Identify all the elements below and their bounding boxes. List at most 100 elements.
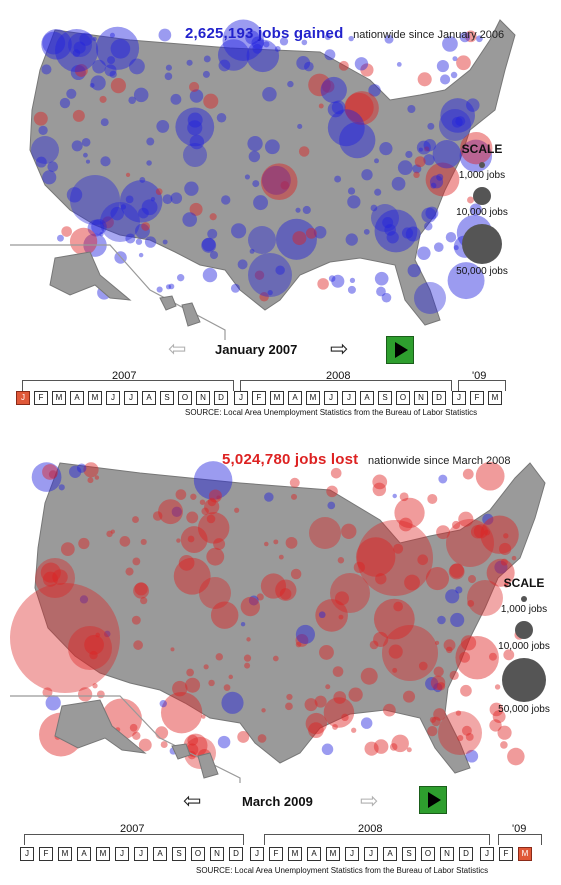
job-change-bubble <box>245 30 260 45</box>
month-button[interactable]: F <box>34 391 48 405</box>
month-button[interactable]: M <box>96 847 110 861</box>
month-button[interactable]: J <box>134 847 148 861</box>
month-button[interactable]: M <box>270 391 284 405</box>
month-button[interactable]: M <box>488 391 502 405</box>
month-button[interactable]: J <box>345 847 359 861</box>
period-label: January 2007 <box>215 342 298 357</box>
job-change-bubble <box>296 56 311 70</box>
month-button[interactable]: D <box>214 391 228 405</box>
job-change-bubble <box>348 687 363 702</box>
month-button[interactable]: A <box>383 847 397 861</box>
month-button[interactable]: N <box>440 847 454 861</box>
job-change-bubble <box>360 667 378 685</box>
month-button[interactable]: J <box>16 391 30 405</box>
next-arrow-icon[interactable]: ⇨ <box>330 336 349 361</box>
next-arrow-icon[interactable]: ⇨ <box>360 788 379 813</box>
job-change-bubble <box>401 227 414 239</box>
prev-arrow-icon[interactable]: ⇦ <box>168 336 187 361</box>
job-change-bubble <box>176 538 181 543</box>
month-button[interactable]: A <box>142 391 156 405</box>
job-change-bubble <box>187 120 203 136</box>
month-button[interactable]: J <box>364 847 378 861</box>
month-button[interactable]: M <box>326 847 340 861</box>
month-button[interactable]: N <box>414 391 428 405</box>
job-change-bubble <box>77 687 93 702</box>
job-change-bubble <box>373 739 389 754</box>
year-label-2009: '09 <box>472 370 487 382</box>
job-change-bubble <box>180 526 208 553</box>
month-button[interactable]: A <box>288 391 302 405</box>
job-change-bubble <box>155 188 163 195</box>
month-button[interactable]: J <box>480 847 494 861</box>
month-button[interactable]: A <box>360 391 374 405</box>
month-button[interactable]: M <box>288 847 302 861</box>
month-button[interactable]: J <box>250 847 264 861</box>
job-change-bubble <box>184 181 199 196</box>
month-button[interactable]: J <box>20 847 34 861</box>
job-change-bubble <box>131 615 141 625</box>
month-button[interactable]: N <box>210 847 224 861</box>
job-change-bubble <box>375 573 387 585</box>
month-button[interactable]: J <box>234 391 248 405</box>
month-button[interactable]: N <box>196 391 210 405</box>
job-change-bubble <box>199 577 231 609</box>
job-change-bubble <box>170 192 183 204</box>
month-button[interactable]: O <box>178 391 192 405</box>
job-change-bubble <box>292 231 307 246</box>
prev-arrow-icon[interactable]: ⇦ <box>183 788 202 813</box>
month-button[interactable]: F <box>499 847 513 861</box>
job-change-bubble <box>418 661 428 671</box>
job-change-bubble <box>295 207 301 213</box>
month-button[interactable]: A <box>77 847 91 861</box>
month-button[interactable]: J <box>106 391 120 405</box>
month-button[interactable]: O <box>191 847 205 861</box>
job-change-bubble <box>31 136 59 164</box>
month-button[interactable]: M <box>52 391 66 405</box>
play-icon[interactable] <box>386 336 414 364</box>
month-button[interactable]: M <box>88 391 102 405</box>
month-button[interactable]: F <box>252 391 266 405</box>
month-button[interactable]: M <box>518 847 532 861</box>
month-button[interactable]: J <box>342 391 356 405</box>
month-button[interactable]: S <box>378 391 392 405</box>
job-change-bubble <box>199 499 206 505</box>
job-change-bubble <box>374 158 379 164</box>
month-button[interactable]: A <box>153 847 167 861</box>
month-button[interactable]: A <box>307 847 321 861</box>
month-button[interactable]: D <box>432 391 446 405</box>
month-button[interactable]: S <box>172 847 186 861</box>
month-button[interactable]: A <box>70 391 84 405</box>
month-button[interactable]: J <box>124 391 138 405</box>
jobs-total: 2,625,193 jobs gained <box>185 25 344 42</box>
month-button[interactable]: J <box>452 391 466 405</box>
month-button[interactable]: F <box>269 847 283 861</box>
job-change-bubble <box>361 169 373 181</box>
job-change-bubble <box>140 597 148 605</box>
month-button[interactable]: S <box>402 847 416 861</box>
month-button[interactable]: M <box>58 847 72 861</box>
month-button[interactable]: J <box>115 847 129 861</box>
job-change-bubble <box>503 649 515 661</box>
month-button[interactable]: F <box>39 847 53 861</box>
month-button[interactable]: O <box>421 847 435 861</box>
job-change-bubble <box>466 98 480 112</box>
job-change-bubble <box>135 238 143 245</box>
job-change-bubble <box>388 644 403 659</box>
job-change-bubble <box>107 56 116 65</box>
job-change-bubble <box>203 55 211 63</box>
job-change-bubble <box>267 290 273 296</box>
month-button[interactable]: F <box>470 391 484 405</box>
job-change-bubble <box>248 595 259 606</box>
month-button[interactable]: S <box>160 391 174 405</box>
job-change-bubble <box>334 591 349 606</box>
month-button[interactable]: M <box>306 391 320 405</box>
month-button[interactable]: O <box>396 391 410 405</box>
month-button[interactable]: D <box>229 847 243 861</box>
job-change-bubble <box>452 56 458 62</box>
play-icon[interactable] <box>419 786 447 814</box>
job-change-bubble <box>189 89 204 103</box>
month-button[interactable]: D <box>459 847 473 861</box>
month-button[interactable]: J <box>324 391 338 405</box>
job-change-bubble <box>309 517 341 549</box>
job-change-bubble <box>178 555 195 571</box>
